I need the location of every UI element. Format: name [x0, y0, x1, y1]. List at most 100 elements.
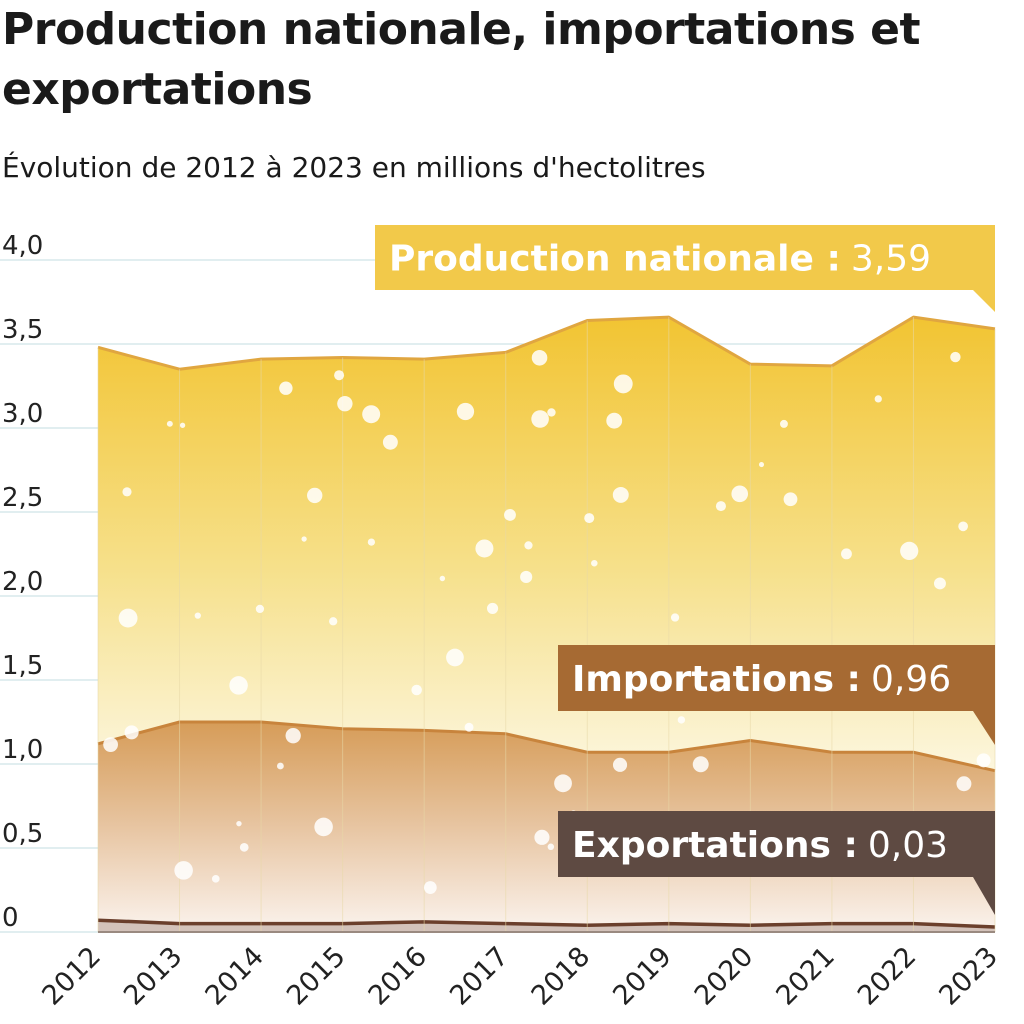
x-tick-label: 2013	[118, 941, 189, 1012]
importations-label-text: Importations :0,96	[572, 659, 951, 700]
y-tick-label: 0	[2, 903, 19, 933]
bubble	[612, 757, 628, 772]
production-line	[97, 315, 996, 371]
chart-subtitle: Évolution de 2012 à 2023 en millions d'h…	[2, 151, 706, 184]
bubble	[547, 408, 556, 417]
bubble	[236, 820, 242, 827]
bubble	[103, 737, 118, 753]
bubble	[956, 776, 972, 792]
bubble	[591, 559, 598, 567]
bubble	[531, 350, 548, 366]
bubble	[179, 422, 186, 428]
exportations-label-pointer	[973, 877, 995, 915]
bubble	[520, 570, 533, 584]
bubble	[411, 684, 422, 696]
bubble	[504, 509, 516, 521]
bubble	[547, 843, 555, 851]
bubble	[423, 881, 437, 894]
importations-label-box	[558, 645, 995, 711]
bubble	[439, 575, 446, 582]
bubble	[841, 548, 852, 560]
production-label-name: Production nationale :	[389, 239, 841, 280]
bubble	[613, 374, 633, 394]
bubble	[524, 541, 533, 550]
y-tick-label: 1,0	[2, 735, 43, 765]
bubble	[362, 405, 381, 424]
bubble	[456, 402, 475, 421]
bubble	[301, 536, 307, 542]
bubble	[276, 762, 284, 770]
bubble	[950, 351, 961, 363]
x-tick-label: 2019	[607, 941, 678, 1012]
bubble	[779, 419, 788, 428]
bubble	[382, 434, 398, 450]
bubble	[606, 412, 623, 429]
exportations-line	[97, 918, 996, 929]
exportations-label: Exportations :0,03	[558, 811, 995, 915]
y-tick-label: 2,0	[2, 567, 43, 597]
bubble	[166, 420, 173, 427]
bubble	[285, 728, 301, 744]
importations-label-name: Importations :	[572, 659, 861, 700]
chart-title: Production nationale, importations et ex…	[2, 4, 921, 115]
bubble	[329, 617, 338, 626]
production-label-box	[375, 225, 995, 290]
y-tick-label: 0,5	[2, 819, 43, 849]
bubble	[976, 753, 991, 768]
importations-label-value: 0,96	[871, 659, 951, 700]
bubble	[314, 817, 333, 837]
bubble	[759, 462, 765, 468]
bubble	[464, 722, 474, 732]
exportations-label-value: 0,03	[868, 825, 948, 866]
bubble	[677, 716, 686, 724]
bubble	[174, 861, 193, 880]
bubble	[279, 381, 293, 395]
bubble	[874, 395, 882, 403]
bubble	[194, 612, 201, 619]
bubble	[933, 577, 946, 590]
y-tick-label: 3,5	[2, 315, 43, 345]
bubble	[900, 541, 919, 561]
production-label-pointer	[973, 290, 995, 312]
bubble	[534, 829, 550, 845]
bubble	[122, 487, 132, 497]
bubble	[334, 370, 345, 381]
bubble	[958, 521, 968, 532]
bubble	[486, 602, 499, 614]
bubble	[307, 487, 323, 504]
bubble	[584, 513, 595, 524]
y-tick-label: 4,0	[2, 231, 43, 261]
bubble	[337, 395, 353, 412]
x-tick-label: 2022	[852, 941, 923, 1012]
x-tick-label: 2021	[770, 941, 841, 1012]
bubble	[118, 608, 138, 628]
bubble	[612, 486, 629, 503]
bubble	[670, 613, 680, 622]
x-tick-label: 2017	[444, 941, 515, 1012]
exportations-label-box	[558, 811, 995, 877]
x-tick-label: 2018	[526, 941, 597, 1012]
bubble	[692, 756, 709, 773]
exportations-label-text: Exportations :0,03	[572, 825, 948, 866]
series-labels: Production nationale :3,59 Importations :…	[375, 225, 995, 915]
bubble	[229, 676, 248, 695]
exportations-label-name: Exportations :	[572, 825, 858, 866]
y-tick-label: 1,5	[2, 651, 43, 681]
y-tick-label: 3,0	[2, 399, 43, 429]
bubble	[367, 538, 376, 546]
production-label: Production nationale :3,59	[375, 225, 995, 312]
production-label-value: 3,59	[851, 239, 931, 280]
x-tick-label: 2015	[281, 941, 352, 1012]
x-tick-label: 2012	[36, 941, 107, 1012]
bubble	[731, 485, 749, 503]
bubble	[211, 874, 220, 883]
bubble	[239, 842, 249, 852]
x-tick-label: 2014	[200, 941, 271, 1012]
bubble	[475, 539, 494, 558]
bubble	[124, 725, 139, 740]
x-tick-label: 2023	[933, 941, 1004, 1012]
bubble	[554, 774, 572, 793]
importations-line	[97, 720, 996, 773]
y-tick-label: 2,5	[2, 483, 43, 513]
